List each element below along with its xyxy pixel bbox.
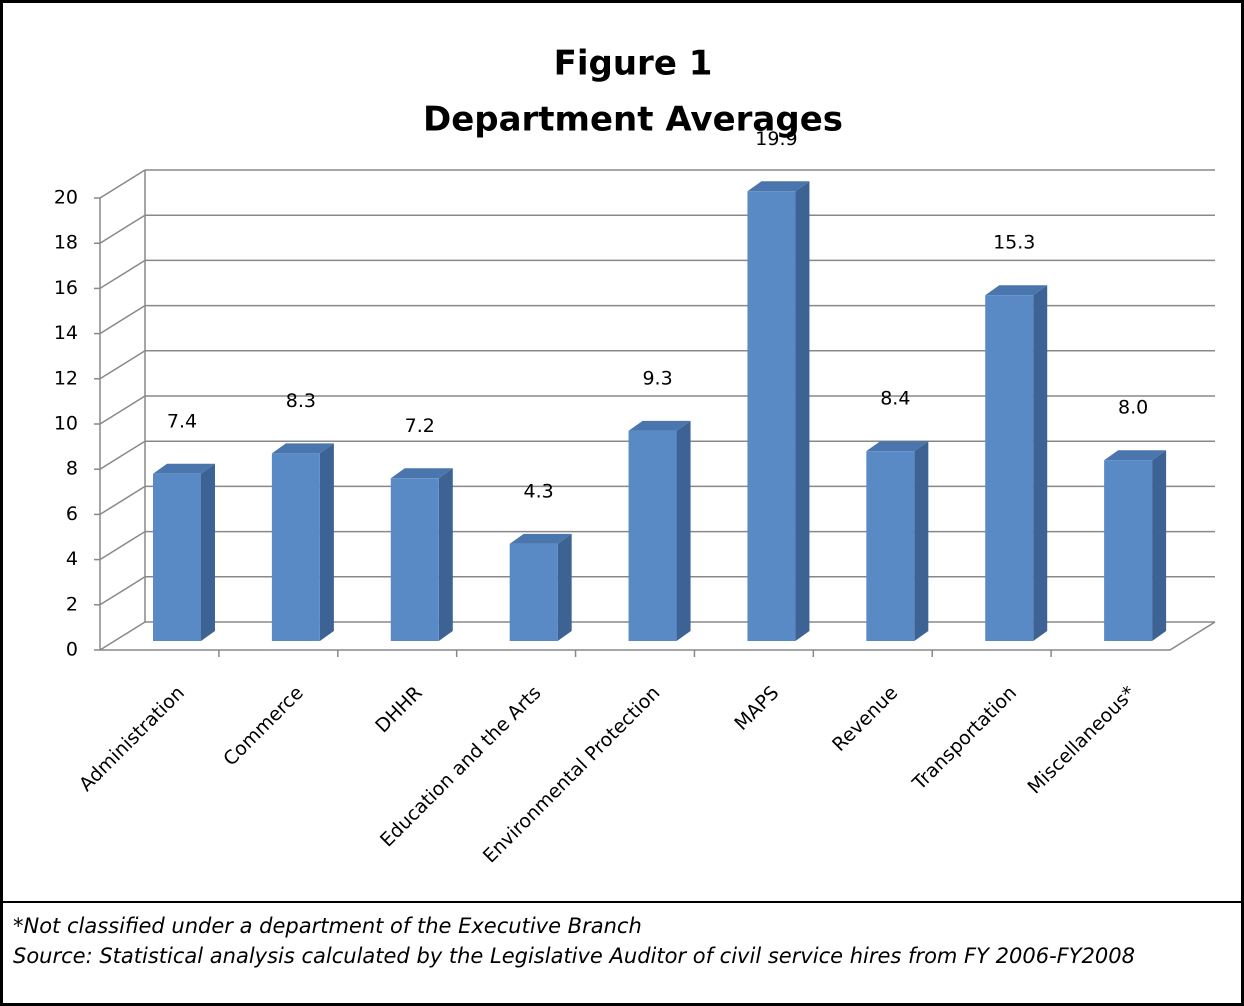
bar	[628, 430, 677, 641]
bar-top	[1104, 450, 1167, 461]
y-tick-label: 12	[54, 367, 78, 389]
bar-side	[201, 463, 215, 641]
bar-side	[1033, 285, 1048, 641]
y-tick-label: 0	[66, 639, 78, 661]
y-tick-label: 4	[66, 548, 78, 570]
grid-line	[99, 485, 146, 516]
grid-line	[99, 530, 146, 561]
grid-line	[99, 576, 146, 606]
bar-top	[866, 441, 929, 452]
y-tick-label: 6	[66, 503, 78, 525]
bar	[153, 473, 201, 641]
bar-top	[747, 181, 810, 192]
value-label: 8.0	[1118, 397, 1148, 419]
grid-line	[99, 395, 146, 425]
y-tick-label: 18	[54, 232, 78, 254]
y-tick-label: 14	[54, 322, 78, 344]
bar-side	[676, 420, 691, 641]
chart-title: Figure 1	[554, 44, 713, 84]
bar-top	[628, 420, 691, 431]
bar-side	[557, 533, 572, 641]
y-tick-label: 10	[54, 413, 78, 435]
value-label: 7.2	[405, 415, 435, 437]
grid-line	[99, 259, 146, 290]
bar-top	[271, 443, 334, 454]
bar-top	[985, 285, 1048, 296]
bar	[866, 451, 915, 641]
value-label: 8.3	[286, 390, 316, 412]
bar-side	[795, 181, 810, 641]
bar-top	[509, 533, 572, 544]
x-tick-label: Administration	[75, 682, 189, 796]
grid-line	[99, 214, 146, 244]
grid-line	[99, 440, 146, 470]
x-tick-label: Revenue	[828, 682, 902, 756]
grid-line	[99, 304, 146, 335]
value-label: 9.3	[642, 367, 672, 389]
chart: Figure 1 Department Averages 0 2 4 6 8 10 12 14…	[54, 44, 1216, 867]
footnote: *Not classified under a department of th…	[13, 914, 642, 938]
grid-line	[99, 169, 146, 199]
value-label: 7.4	[167, 410, 197, 432]
y-tick-label: 20	[54, 187, 78, 209]
bar	[985, 295, 1034, 641]
value-label: 19.9	[755, 128, 797, 150]
bar-top	[153, 463, 215, 474]
x-tick-label: Transportation	[908, 682, 1021, 795]
x-tick-label: MAPS	[730, 682, 783, 735]
value-label: 8.4	[880, 388, 910, 410]
notes: *Not classified under a department of th…	[3, 901, 1241, 971]
bar	[747, 191, 796, 641]
bar-side	[319, 443, 334, 641]
y-tick-label: 16	[54, 277, 78, 299]
bar-side	[914, 441, 929, 641]
x-tick-label: Miscellaneous*	[1024, 682, 1140, 798]
source-note: Source: Statistical analysis calculated …	[13, 944, 1136, 968]
grid-line	[99, 350, 146, 380]
x-tick-label: Commerce	[219, 682, 307, 770]
value-label: 4.3	[524, 480, 554, 502]
grid-line	[99, 621, 146, 651]
chart-subtitle: Department Averages	[423, 100, 843, 140]
bar-top	[390, 468, 453, 479]
bar-side	[438, 468, 453, 641]
value-label: 15.3	[993, 232, 1035, 254]
bar	[271, 453, 320, 641]
y-tick-label: 8	[66, 458, 78, 480]
bar-side	[1152, 450, 1167, 641]
x-tick-label: DHHR	[371, 682, 426, 737]
bar	[390, 478, 439, 641]
y-tick-label: 2	[66, 593, 78, 615]
bar	[1104, 460, 1153, 641]
bar	[509, 543, 558, 641]
